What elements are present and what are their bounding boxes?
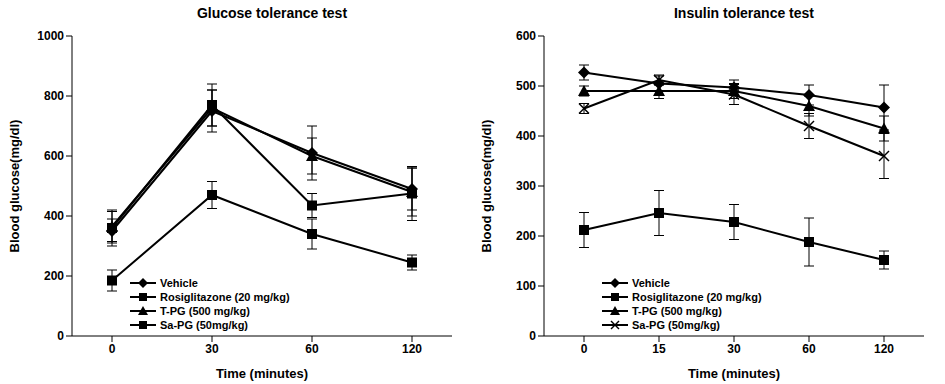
svg-text:Time (minutes): Time (minutes) <box>216 366 308 381</box>
svg-text:120: 120 <box>402 342 422 356</box>
svg-text:60: 60 <box>802 342 816 356</box>
svg-text:Time (minutes): Time (minutes) <box>688 366 780 381</box>
svg-text:800: 800 <box>44 89 64 103</box>
html-text:Sa-PG (50mg/kg): Sa-PG (50mg/kg) <box>160 319 248 331</box>
svg-text:0: 0 <box>581 342 588 356</box>
html-text:T-PG (500 mg/kg): T-PG (500 mg/kg) <box>160 305 250 317</box>
svg-text:0: 0 <box>57 329 64 343</box>
svg-text:30: 30 <box>727 342 741 356</box>
svg-text:600: 600 <box>516 29 536 43</box>
svg-text:600: 600 <box>44 149 64 163</box>
html-text:T-PG (500 mg/kg): T-PG (500 mg/kg) <box>632 305 722 317</box>
svg-text:500: 500 <box>516 79 536 93</box>
svg-text:200: 200 <box>516 229 536 243</box>
svg-text:Blood glucose(mg/dl): Blood glucose(mg/dl) <box>8 120 22 253</box>
svg-text:60: 60 <box>305 342 319 356</box>
svg-text:100: 100 <box>516 279 536 293</box>
html-text:Rosiglitazone (20 mg/kg): Rosiglitazone (20 mg/kg) <box>632 291 762 303</box>
svg-text:30: 30 <box>205 342 219 356</box>
svg-text:1000: 1000 <box>37 29 64 43</box>
html-text:Rosiglitazone (20 mg/kg): Rosiglitazone (20 mg/kg) <box>160 291 290 303</box>
html-text:Sa-PG (50mg/kg): Sa-PG (50mg/kg) <box>632 319 720 331</box>
svg-text:15: 15 <box>652 342 666 356</box>
svg-text:0: 0 <box>109 342 116 356</box>
svg-text:400: 400 <box>44 209 64 223</box>
svg-text:200: 200 <box>44 269 64 283</box>
html-text:Insulin tolerance test: Insulin tolerance test <box>674 5 814 21</box>
html-text:Vehicle: Vehicle <box>160 277 198 289</box>
svg-text:400: 400 <box>516 129 536 143</box>
svg-text:0: 0 <box>529 329 536 343</box>
svg-text:Blood glucose(mg/dl): Blood glucose(mg/dl) <box>479 120 494 253</box>
html-text:Glucose tolerance test: Glucose tolerance test <box>196 5 348 21</box>
svg-text:300: 300 <box>516 179 536 193</box>
svg-text:120: 120 <box>874 342 894 356</box>
html-text:Vehicle: Vehicle <box>632 277 670 289</box>
